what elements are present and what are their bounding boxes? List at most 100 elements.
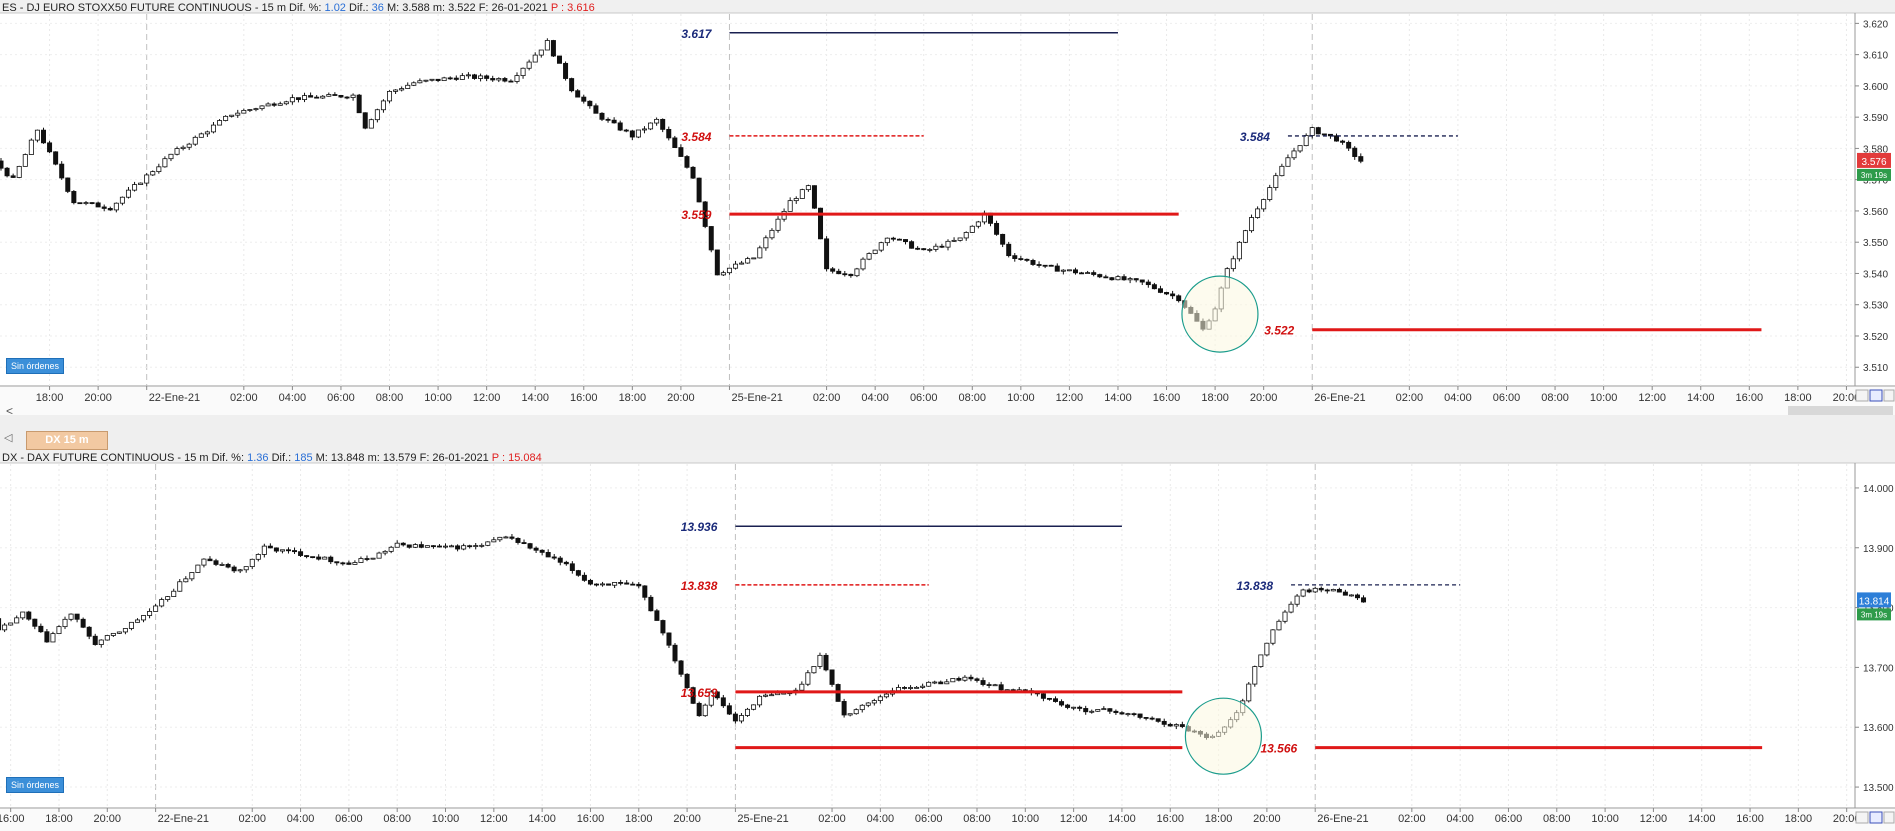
candle-body <box>702 201 708 227</box>
x-tick-label: 04:00 <box>867 813 895 825</box>
x-tick-label: 02:00 <box>230 392 258 404</box>
candle-body <box>968 676 974 680</box>
candle-body <box>841 701 847 716</box>
candle-body <box>138 182 144 185</box>
candle-body <box>174 148 180 155</box>
y-tick-label: 3.530 <box>1863 301 1888 312</box>
candle-body <box>134 619 140 623</box>
candle-body <box>253 108 259 111</box>
orders-badge[interactable]: Sin órdenes <box>6 777 65 793</box>
candle-body <box>1330 589 1336 592</box>
candle-body <box>921 248 927 251</box>
candle-body <box>932 681 938 684</box>
x-tick-label: 22-Ene-21 <box>149 392 200 404</box>
x-tick-label: 08:00 <box>376 392 404 404</box>
x-tick-label: 06:00 <box>915 813 943 825</box>
candle-body <box>575 90 581 98</box>
chart-pane-dax[interactable]: 16:00 18:00 20:00 22-Ene-21 02:00 04:00 06:00 0… <box>0 450 1895 831</box>
candle-body <box>544 40 550 51</box>
x-tick-label: 20:00 <box>1250 392 1278 404</box>
candle-body <box>473 545 479 547</box>
candle-body <box>447 77 453 80</box>
candle-body <box>388 546 394 552</box>
x-tick-label: 04:00 <box>287 813 315 825</box>
x-tick-label: 08:00 <box>963 813 991 825</box>
candle-body <box>950 678 956 683</box>
candle-body <box>726 705 732 715</box>
candle-body <box>799 683 805 691</box>
candle-body <box>871 700 877 704</box>
candle-body <box>453 77 459 80</box>
eurostoxx-chart[interactable]: 18:00 20:00 22-Ene-21 02:00 04:00 06:00 08:00 1… <box>0 0 1895 415</box>
candle-body <box>261 545 267 555</box>
candle-body <box>830 268 836 272</box>
orders-badge[interactable]: Sin órdenes <box>6 358 65 374</box>
x-tick-label: 18:00 <box>1784 392 1812 404</box>
candle-body <box>1089 710 1095 713</box>
chart-pane-eurostoxx[interactable]: 18:00 20:00 22-Ene-21 02:00 04:00 06:00 08:00 1… <box>0 0 1895 415</box>
candle-body <box>895 687 901 692</box>
candle-body <box>22 154 28 167</box>
candle-body <box>1006 243 1012 257</box>
candle-body <box>508 80 514 83</box>
level-label: 13.838 <box>681 579 718 593</box>
candle-body <box>1077 706 1083 709</box>
scroll-left-arrow-icon[interactable]: < <box>6 404 14 418</box>
candle-body <box>690 687 696 704</box>
candle-body <box>648 596 654 612</box>
candle-body <box>1348 594 1354 597</box>
candle-body <box>903 239 909 243</box>
candle-body <box>314 96 320 99</box>
candle-body <box>811 666 817 674</box>
x-tick-label: 14:00 <box>1688 813 1716 825</box>
candle-body <box>744 708 750 716</box>
header-dif-pct: 1.02 <box>324 2 346 14</box>
candle-body <box>1303 135 1309 147</box>
candle-body <box>1071 706 1077 709</box>
x-tick-label: 12:00 <box>1638 392 1666 404</box>
candle-body <box>34 129 40 141</box>
horizontal-scrollbar[interactable] <box>1788 406 1893 415</box>
header-prefix: DX - DAX FUTURE CONTINUOUS - 15 m Dif. %… <box>2 452 245 464</box>
tab-dax-15m[interactable]: DX 15 m <box>26 431 108 450</box>
timer-label: 3m 19s <box>1861 610 1887 619</box>
x-tick-label: 10:00 <box>1012 813 1040 825</box>
candle-body <box>556 55 562 64</box>
header-price: P : 15.084 <box>491 452 542 464</box>
candle-body <box>702 704 708 717</box>
x-tick-label: 18:00 <box>619 392 647 404</box>
candle-body <box>418 544 424 548</box>
x-tick-label: 06:00 <box>327 392 355 404</box>
tab-scroll-icon[interactable]: ◁ <box>4 432 13 444</box>
candle-body <box>1361 597 1367 603</box>
x-tick-label: 16:00 <box>1156 813 1184 825</box>
header-max: M: 13.848 <box>315 452 365 464</box>
x-tick-label: 10:00 <box>1590 392 1618 404</box>
candle-body <box>406 544 412 548</box>
candle-body <box>183 578 189 583</box>
header-date: F: 26-01-2021 <box>478 2 548 14</box>
candle-body <box>842 273 848 276</box>
candle-body <box>467 545 473 548</box>
candle-body <box>569 563 575 571</box>
candle-body <box>563 561 569 565</box>
candle-body <box>1157 288 1163 293</box>
level-label: 3.559 <box>681 208 711 222</box>
candle-body <box>630 583 636 586</box>
last-price-label: 3.576 <box>1861 157 1886 168</box>
candle-body <box>340 562 346 565</box>
candle-body <box>980 680 986 685</box>
candle-body <box>696 177 702 203</box>
candle-body <box>769 229 775 239</box>
candle-body <box>304 555 310 558</box>
candle-body <box>575 570 581 576</box>
candle-body <box>53 151 59 165</box>
candle-body <box>1115 276 1121 281</box>
candle-body <box>726 267 732 274</box>
candle-body <box>1170 293 1176 297</box>
dax-chart[interactable]: 16:00 18:00 20:00 22-Ene-21 02:00 04:00 06:00 0… <box>0 450 1895 831</box>
candle-body <box>1294 595 1300 605</box>
candle-body <box>95 202 101 208</box>
candle-body <box>332 94 338 96</box>
level-label: 13.566 <box>1261 742 1298 756</box>
